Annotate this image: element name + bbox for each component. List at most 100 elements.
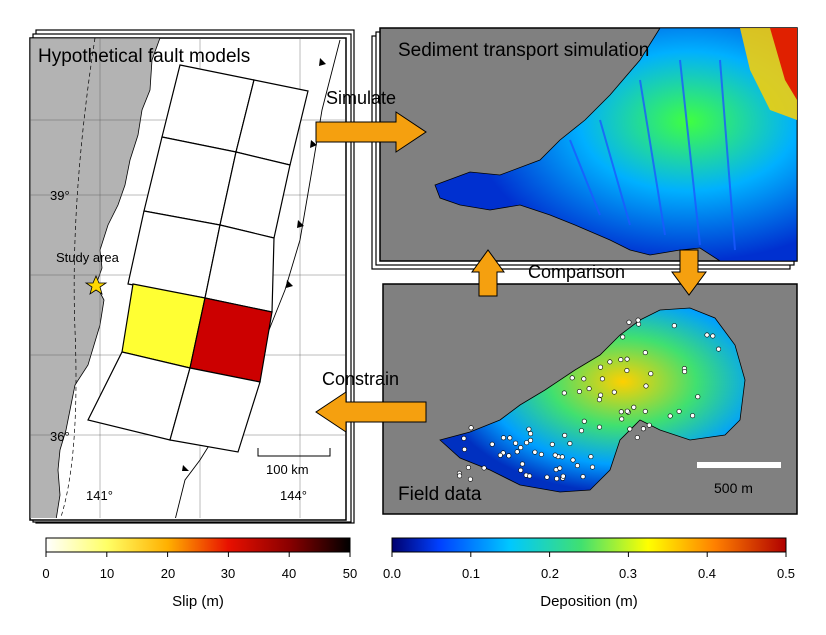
sample-point (627, 426, 633, 432)
dep-tick-0: 0.0 (383, 566, 401, 581)
sample-point (544, 474, 550, 480)
fault-models-title: Hypothetical fault models (38, 46, 250, 67)
sample-point (457, 473, 463, 479)
sample-point (586, 386, 592, 392)
sample-point (634, 434, 640, 440)
sample-point (576, 388, 582, 394)
sample-point (500, 435, 506, 441)
sample-point (682, 369, 688, 375)
simulate-label: Simulate (326, 88, 396, 108)
arrows (315, 111, 707, 433)
sample-point (704, 332, 710, 338)
study-area-star-icon (84, 274, 108, 295)
sample-point (599, 376, 605, 382)
fault-model-panel: Hypothetical fault models 39° 36° 141° 1… (29, 29, 355, 524)
deposition-colorbar-ramp (391, 537, 787, 553)
dep-tick-4: 0.4 (698, 566, 716, 581)
sample-point (667, 413, 673, 419)
sample-point (588, 454, 594, 460)
simulation-title: Sediment transport simulation (398, 40, 649, 61)
dep-tick-3: 0.3 (619, 566, 637, 581)
dep-tick-2: 0.2 (541, 566, 559, 581)
map-scale-label: 100 km (266, 462, 309, 477)
slip-tick-2: 20 (161, 566, 175, 581)
sample-point (580, 474, 586, 480)
deposition-colorbar: 0.0 0.1 0.2 0.3 0.4 0.5 Deposition (m) (383, 537, 795, 610)
sample-point (574, 463, 580, 469)
sample-point (560, 473, 566, 479)
sample-point (489, 441, 495, 447)
sample-point (527, 473, 533, 479)
constrain-label: Constrain (322, 369, 399, 389)
sample-point (532, 449, 538, 455)
sample-point (626, 319, 632, 325)
sample-point (642, 408, 648, 414)
sample-point (648, 371, 654, 377)
slip-colorbar-label: Slip (m) (172, 593, 224, 610)
slip-colorbar: 0 10 20 30 40 50 Slip (m) (42, 537, 357, 610)
sim-hotspot-red (770, 28, 797, 100)
sample-point (642, 350, 648, 356)
field-sample-points (456, 317, 722, 482)
sample-point (569, 375, 575, 381)
dep-tick-1: 0.1 (462, 566, 480, 581)
sample-point (578, 428, 584, 434)
subfault (127, 210, 221, 299)
study-area-label: Study area (56, 250, 120, 265)
sample-point (524, 440, 530, 446)
slip-tick-3: 30 (221, 566, 235, 581)
sample-point (465, 464, 471, 470)
lon-label-141: 141° (86, 488, 113, 503)
sample-point (552, 452, 558, 458)
sample-point (570, 457, 576, 463)
field-title: Field data (398, 484, 482, 505)
sample-point (618, 409, 624, 415)
subfault (169, 367, 261, 453)
sample-point (631, 404, 637, 410)
slip-colorbar-ramp (45, 537, 351, 553)
slip-tick-1: 10 (100, 566, 114, 581)
sample-point (676, 408, 682, 414)
sample-point (507, 435, 513, 441)
deposition-colorbar-label: Deposition (m) (540, 593, 638, 610)
lat-label-36: 36° (50, 429, 70, 444)
sample-point (597, 364, 603, 370)
sample-point (596, 424, 602, 430)
comparison-down-arrow (671, 249, 707, 296)
comparison-label: Comparison (528, 262, 625, 282)
slip-tick-0: 0 (42, 566, 49, 581)
sample-point (528, 437, 534, 443)
sample-point (640, 426, 646, 432)
sample-point (620, 334, 626, 340)
sample-point (618, 357, 624, 363)
sim-streaks (569, 59, 736, 251)
sample-point (514, 449, 520, 455)
simulation-panel: Sediment transport simulation (371, 27, 798, 270)
sample-point (467, 476, 473, 482)
sample-point (624, 367, 630, 373)
field-scale-bar (697, 462, 781, 468)
sample-point (461, 446, 467, 452)
sample-point (581, 418, 587, 424)
sample-point (519, 461, 525, 467)
sample-point (549, 441, 555, 447)
sample-point (567, 440, 573, 446)
sample-point (561, 390, 567, 396)
sample-point (671, 323, 677, 329)
sample-point (557, 465, 563, 471)
lat-label-39: 39° (50, 188, 70, 203)
sample-point (559, 454, 565, 460)
sample-point (526, 426, 532, 432)
sample-point (554, 476, 560, 482)
sample-point (528, 431, 534, 437)
dep-tick-5: 0.5 (777, 566, 795, 581)
sample-point (624, 408, 630, 414)
sample-point (607, 359, 613, 365)
sample-point (538, 451, 544, 457)
sample-point (513, 440, 519, 446)
subfault-highlight-red (189, 297, 273, 383)
lon-label-144: 144° (280, 488, 307, 503)
sample-point (596, 397, 602, 403)
map-scale-bar (257, 448, 331, 457)
